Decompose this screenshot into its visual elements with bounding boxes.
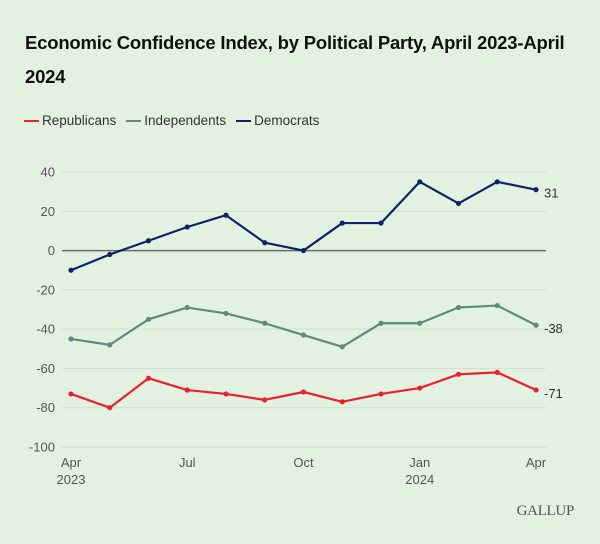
data-point-democrats bbox=[455, 200, 462, 207]
data-point-independents bbox=[184, 304, 190, 311]
y-tick-label: 20 bbox=[41, 204, 55, 219]
data-point-republicans bbox=[339, 399, 345, 405]
data-point-democrats bbox=[417, 179, 423, 185]
data-point-republicans bbox=[184, 387, 190, 393]
y-tick-label: -20 bbox=[36, 282, 55, 297]
data-point-independents bbox=[262, 320, 268, 326]
data-point-democrats bbox=[107, 251, 113, 258]
end-label-republicans: -71 bbox=[544, 386, 563, 401]
x-tick-label: Apr bbox=[61, 455, 82, 470]
legend-label-republicans: Republicans bbox=[42, 113, 117, 128]
legend-swatch-democrats bbox=[236, 119, 252, 122]
series-line-independents bbox=[70, 304, 537, 348]
data-point-independents bbox=[339, 344, 345, 350]
data-point-independents bbox=[68, 336, 74, 342]
x-tick-label: Jul bbox=[179, 455, 196, 470]
gallup-logo: GALLUP bbox=[516, 503, 575, 519]
data-point-democrats bbox=[145, 238, 152, 244]
data-point-independents bbox=[494, 302, 500, 309]
data-point-independents bbox=[417, 320, 423, 326]
x-tick-label: Oct bbox=[293, 455, 314, 470]
data-point-independents bbox=[145, 316, 152, 322]
y-tick-label: 0 bbox=[48, 243, 55, 258]
chart-title: Economic Confidence Index, by Political … bbox=[25, 32, 565, 87]
series-line-democrats bbox=[70, 180, 537, 272]
legend-swatch-republicans bbox=[24, 119, 39, 122]
data-point-republicans bbox=[262, 397, 268, 403]
y-tick-label: -80 bbox=[36, 400, 55, 415]
data-point-republicans bbox=[107, 405, 113, 411]
data-point-independents bbox=[107, 342, 113, 348]
data-point-independents bbox=[223, 310, 229, 317]
x-tick-label: Jan bbox=[409, 455, 430, 470]
end-label-independents: -38 bbox=[544, 321, 563, 336]
data-point-republicans bbox=[455, 371, 462, 377]
x-tick-label: Apr bbox=[526, 455, 547, 470]
data-point-independents bbox=[378, 320, 384, 326]
legend-item-independents: Independents bbox=[126, 113, 226, 128]
data-point-democrats bbox=[68, 267, 74, 273]
legend-swatch-independents bbox=[126, 119, 142, 122]
data-point-independents bbox=[300, 332, 307, 338]
legend-item-democrats: Democrats bbox=[236, 113, 319, 128]
data-point-democrats bbox=[533, 187, 539, 193]
data-point-democrats bbox=[300, 247, 307, 254]
x-tick-year-label: 2024 bbox=[405, 472, 434, 487]
data-point-democrats bbox=[378, 220, 384, 226]
data-point-democrats bbox=[223, 212, 229, 218]
y-tick-label: -100 bbox=[29, 440, 55, 455]
data-point-democrats bbox=[184, 224, 190, 230]
data-point-independents bbox=[455, 304, 462, 311]
y-tick-label: -40 bbox=[36, 322, 55, 337]
data-point-republicans bbox=[145, 375, 152, 381]
data-point-democrats bbox=[339, 220, 345, 226]
data-point-democrats bbox=[494, 179, 500, 185]
legend-item-republicans: Republicans bbox=[24, 113, 116, 128]
data-point-republicans bbox=[494, 369, 500, 375]
legend-label-independents: Independents bbox=[144, 113, 227, 128]
data-point-republicans bbox=[300, 389, 307, 395]
data-point-republicans bbox=[417, 385, 423, 391]
legend-label-democrats: Democrats bbox=[254, 113, 320, 128]
x-tick-year-label: 2023 bbox=[57, 472, 86, 487]
y-tick-label: 40 bbox=[41, 165, 55, 180]
y-tick-label: -60 bbox=[36, 361, 55, 376]
legend: Republicans Independents Democrats bbox=[24, 113, 319, 128]
data-point-republicans bbox=[68, 391, 74, 397]
data-point-republicans bbox=[533, 387, 539, 393]
data-point-independents bbox=[533, 322, 539, 328]
data-point-republicans bbox=[378, 391, 384, 397]
end-label-democrats: 31 bbox=[544, 186, 558, 201]
data-point-democrats bbox=[262, 240, 268, 246]
data-point-republicans bbox=[223, 391, 229, 397]
